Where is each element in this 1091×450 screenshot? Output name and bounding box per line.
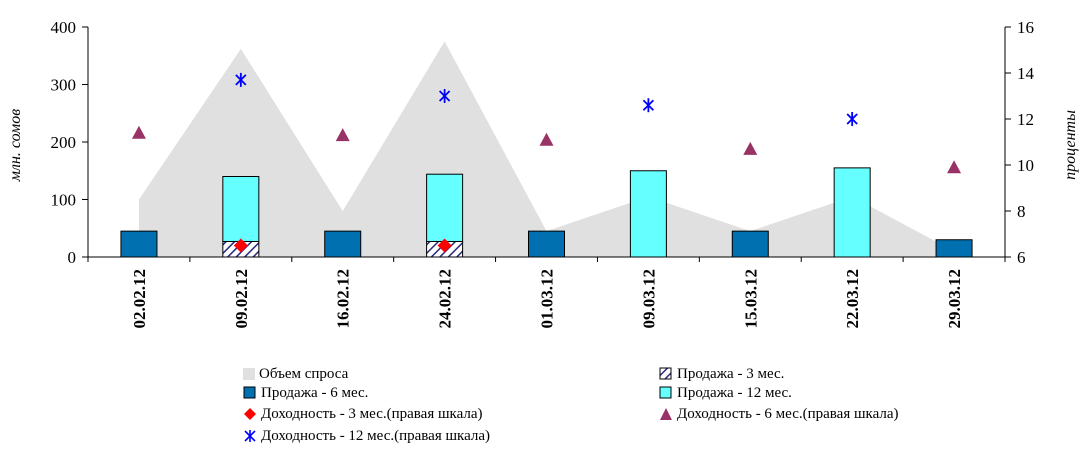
marker-yield-3m <box>437 238 452 253</box>
bar-sale-12m <box>426 173 464 242</box>
left-tick-label: 400 <box>51 18 77 37</box>
bar-sale-12m <box>833 167 871 258</box>
x-tick-label: 15.03.12 <box>741 269 760 329</box>
left-tick-label: 0 <box>68 248 77 267</box>
right-tick-label: 12 <box>1017 110 1034 129</box>
x-tick-label: 02.02.12 <box>130 269 149 329</box>
bar-sale-6m <box>120 230 158 258</box>
left-tick-label: 200 <box>51 133 77 152</box>
right-tick-label: 14 <box>1017 64 1035 83</box>
marker-yield-12m <box>642 98 655 113</box>
right-tick-label: 10 <box>1017 156 1034 175</box>
marker-yield-6m <box>947 160 962 174</box>
right-tick-label: 8 <box>1017 202 1026 221</box>
x-tick-label: 09.03.12 <box>639 269 658 329</box>
right-axis-title: проценты <box>1062 110 1079 180</box>
marker-yield-6m <box>131 125 146 139</box>
marker-yield-12m <box>846 112 858 126</box>
x-tick-label: 16.02.12 <box>334 269 353 329</box>
right-tick-label: 16 <box>1017 18 1034 37</box>
right-tick-label: 6 <box>1017 248 1026 267</box>
marker-yield-12m <box>235 72 247 87</box>
marker-yield-6m <box>335 128 350 142</box>
bar-sale-6m <box>935 239 973 258</box>
left-tick-label: 100 <box>51 191 77 210</box>
x-tick-label: 29.03.12 <box>945 269 964 329</box>
x-tick-label: 24.02.12 <box>436 269 455 329</box>
bar-sale-6m <box>528 230 565 258</box>
x-tick-label: 01.03.12 <box>538 269 557 329</box>
x-tick-label: 22.03.12 <box>843 269 862 329</box>
marker-yield-6m <box>743 141 758 155</box>
left-tick-label: 300 <box>51 76 77 95</box>
bar-sale-6m <box>324 230 362 258</box>
marker-yield-12m <box>438 89 451 103</box>
area-demand <box>138 41 955 257</box>
left-axis-title: млн. сомов <box>7 109 24 182</box>
bar-sale-12m <box>629 170 667 258</box>
bar-sale-6m <box>731 230 769 258</box>
marker-yield-6m <box>539 132 554 146</box>
bar-sale-12m <box>222 176 260 242</box>
x-tick-label: 09.02.12 <box>232 269 251 329</box>
marker-yield-3m <box>233 238 248 253</box>
